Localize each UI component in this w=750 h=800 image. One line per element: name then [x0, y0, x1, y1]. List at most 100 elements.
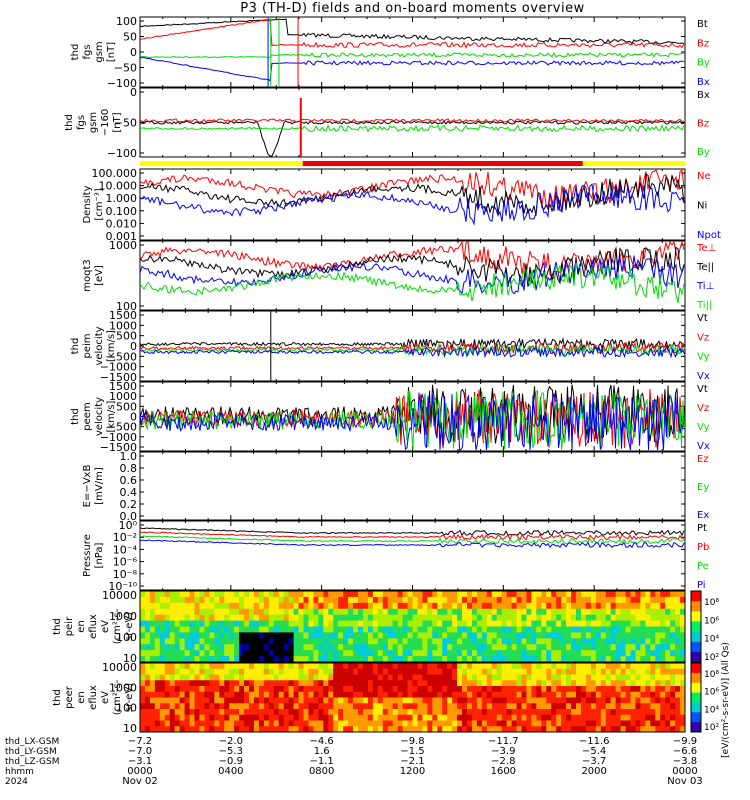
y-tick-label: 0.010	[106, 217, 138, 230]
spectrogram-cell	[273, 656, 280, 662]
spectrogram-cell	[462, 720, 468, 727]
spectrogram-cell	[432, 650, 438, 657]
spectrogram-cell	[481, 608, 488, 616]
spectrogram-cell	[630, 650, 636, 657]
spectrogram-cell	[382, 709, 389, 716]
spectrogram-cell	[511, 697, 518, 704]
spectrogram-cell	[580, 703, 587, 710]
spectrogram-cell	[605, 663, 612, 670]
spectrogram-cell	[234, 632, 240, 639]
spectrogram-cell	[402, 656, 409, 662]
spectrogram-cell	[258, 608, 265, 616]
spectrogram-cell	[561, 674, 567, 681]
spectrogram-cell	[273, 680, 280, 687]
spectrogram-cell	[224, 703, 230, 710]
spectrogram-cell	[179, 703, 186, 710]
spectrogram-cell	[556, 632, 562, 639]
spectrogram-cell	[412, 709, 418, 716]
spectrogram-cell	[600, 644, 607, 651]
spectrogram-cell	[174, 720, 181, 727]
spectrogram-cell	[536, 638, 542, 645]
spectrogram-cell	[506, 644, 513, 651]
spectrogram-cell	[258, 638, 265, 645]
spectrogram-cell	[239, 608, 245, 616]
spectrogram-cell	[333, 668, 339, 675]
spectrogram-cell	[204, 714, 210, 721]
spectrogram-cell	[367, 591, 374, 598]
spectrogram-cell	[298, 714, 304, 721]
spectrogram-cell	[273, 663, 280, 670]
spectrogram-cell	[486, 656, 493, 662]
spectrogram-cell	[595, 614, 602, 622]
spectrogram-cell	[298, 596, 304, 604]
legend-bt: Bt	[697, 19, 708, 30]
spectrogram-cell	[486, 680, 493, 687]
spectrogram-cell	[580, 674, 587, 681]
spectrogram-cell	[278, 668, 285, 675]
spectrogram-cell	[481, 620, 488, 627]
spectrogram-cell	[457, 709, 463, 716]
spectrogram-cell	[675, 680, 681, 687]
spectrogram-cell	[665, 697, 671, 704]
series-vx	[140, 392, 685, 451]
spectrogram-cell	[566, 714, 572, 721]
spectrogram-cell	[169, 714, 176, 721]
spectrogram-cell	[585, 663, 592, 670]
spectrogram-cell	[194, 620, 200, 627]
spectrogram-cell	[392, 720, 399, 727]
spectrogram-cell	[397, 703, 404, 710]
spectrogram-cell	[660, 608, 666, 616]
spectrogram-cell	[457, 638, 463, 645]
spectrogram-cell	[422, 632, 428, 639]
spectrogram-cell	[496, 680, 503, 687]
spectrogram-cell	[328, 614, 334, 622]
spectrogram-cell	[462, 686, 468, 693]
spectrogram-cell	[471, 591, 478, 598]
spectrogram-cell	[556, 668, 562, 675]
spectrogram-cell	[283, 714, 290, 721]
spectrogram-cell	[159, 697, 166, 704]
spectrogram-cell	[630, 709, 636, 716]
spectrogram-cell	[650, 596, 656, 604]
spectrogram-cell	[496, 714, 503, 721]
spectrogram-cell	[377, 691, 384, 698]
spectrogram-cell	[154, 720, 161, 727]
spectrogram-cell	[343, 720, 349, 727]
y-tick-label: −1000	[100, 361, 137, 374]
spectrogram-cell	[625, 650, 631, 657]
spectrogram-cell	[625, 663, 631, 670]
spectrogram-cell	[293, 726, 300, 732]
spectrogram-cell	[481, 656, 488, 662]
spectrogram-cell	[184, 697, 191, 704]
spectrogram-cell	[382, 650, 389, 657]
spectrogram-cell	[660, 656, 666, 662]
spectrogram-cell	[585, 620, 592, 627]
spectrogram-cell	[496, 691, 503, 698]
spectrogram-cell	[199, 668, 205, 675]
spectrogram-cell	[253, 674, 260, 681]
spectrogram-cell	[437, 674, 443, 681]
spectrogram-cell	[680, 591, 685, 598]
spectrogram-cell	[144, 614, 151, 622]
spectrogram-cell	[263, 697, 270, 704]
spectrogram-cell	[407, 632, 413, 639]
spectrogram-cell	[278, 686, 285, 693]
spectrogram-cell	[486, 608, 493, 616]
spectrogram-cell	[576, 608, 582, 616]
spectrogram-cell	[655, 644, 661, 651]
tick-lz: −0.9	[219, 756, 243, 767]
spectrogram-cell	[670, 602, 676, 610]
spectrogram-cell	[511, 614, 518, 622]
spectrogram-cell	[263, 663, 270, 670]
spectrogram-cell	[333, 596, 339, 604]
spectrogram-cell	[154, 620, 161, 627]
spectrogram-cell	[293, 620, 300, 627]
spectrogram-cell	[576, 644, 582, 651]
spectrogram-cell	[645, 614, 651, 622]
spectrogram-cell	[452, 663, 458, 670]
spectrogram-cell	[244, 632, 250, 639]
spectrogram-cell	[239, 591, 245, 598]
spectrogram-cell	[531, 720, 537, 727]
spectrogram-cell	[417, 691, 423, 698]
spectrogram-cell	[323, 656, 329, 662]
